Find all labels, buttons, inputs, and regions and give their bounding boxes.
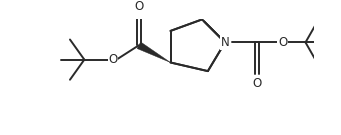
Text: O: O <box>278 36 287 49</box>
Polygon shape <box>137 42 170 63</box>
Text: N: N <box>221 36 229 49</box>
Text: O: O <box>108 53 118 66</box>
Text: O: O <box>252 77 261 90</box>
Text: O: O <box>134 0 144 13</box>
